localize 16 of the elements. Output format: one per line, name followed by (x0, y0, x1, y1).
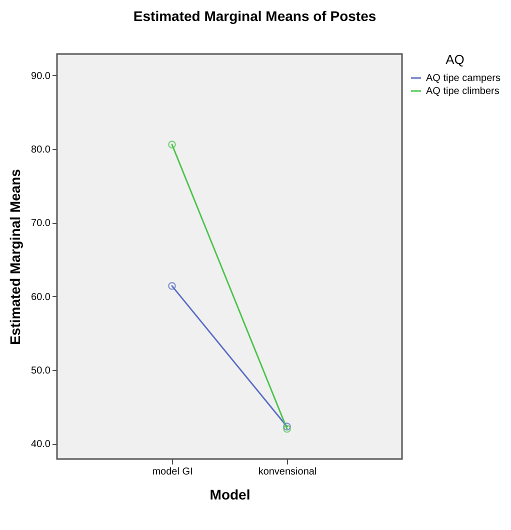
y-tick-label: 80.0 (31, 144, 51, 156)
y-axis-title: Estimated Marginal Means (7, 168, 24, 345)
y-tick-label: 60.0 (31, 292, 51, 303)
y-tick-label: 70.0 (31, 218, 51, 230)
y-tick-label: 90.0 (31, 70, 51, 82)
x-tick-label: konvensional (258, 466, 317, 478)
x-tick-label: model GI (152, 466, 193, 478)
x-axis-title: Model (210, 486, 250, 502)
point (168, 282, 176, 290)
point (168, 140, 176, 149)
legend-title: AQ (446, 52, 464, 67)
legend-label: AQ tipe campers (426, 73, 500, 84)
y-tick-label: 40.0 (31, 439, 51, 450)
y-tick-label: 50.0 (31, 365, 51, 376)
legend-label: AQ tipe climbers (426, 86, 500, 97)
chart-title: Estimated Marginal Means of Postes (133, 8, 376, 24)
